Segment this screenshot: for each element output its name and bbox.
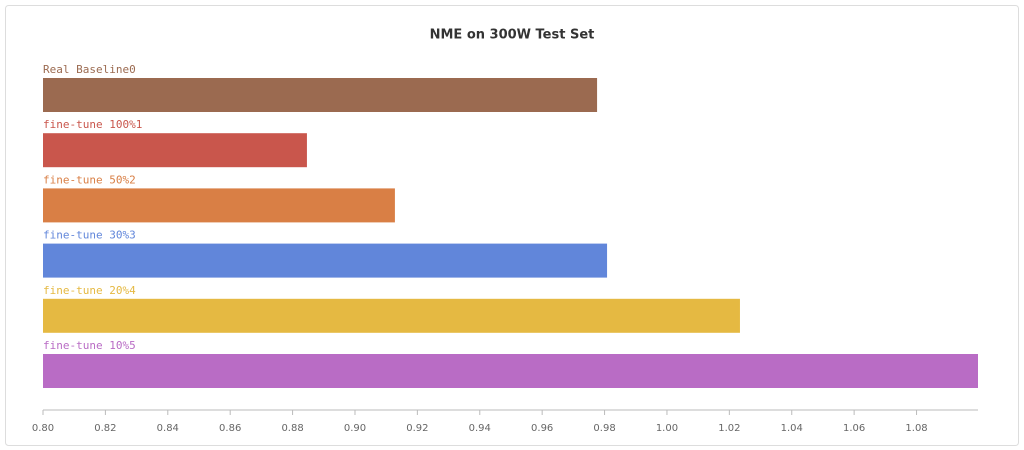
x-tick-label: 1.08 — [905, 423, 927, 434]
bar — [43, 188, 395, 223]
bar — [43, 298, 740, 333]
x-tick-label: 0.94 — [469, 423, 491, 434]
chart-title: NME on 300W Test Set — [430, 28, 595, 43]
bar-label: fine-tune 10%5 — [43, 339, 136, 352]
bar — [43, 133, 307, 168]
bar-label: fine-tune 30%3 — [43, 229, 136, 242]
bar — [43, 78, 598, 112]
x-tick-label: 0.96 — [531, 423, 553, 434]
x-tick-label: 1.04 — [781, 423, 803, 434]
card — [5, 5, 1019, 446]
x-tick-label: 0.98 — [593, 423, 615, 434]
x-tick-label: 0.86 — [219, 423, 241, 434]
bar-label: fine-tune 50%2 — [43, 173, 136, 186]
x-tick-label: 0.82 — [94, 423, 116, 434]
bar-label: fine-tune 20%4 — [43, 284, 136, 297]
x-tick-label: 0.92 — [406, 423, 428, 434]
bar — [43, 354, 978, 388]
bar-label: fine-tune 100%1 — [43, 118, 142, 131]
bar — [43, 243, 608, 278]
x-tick-label: 1.02 — [718, 423, 740, 434]
x-tick-label: 0.80 — [32, 423, 54, 434]
x-tick-label: 0.84 — [157, 423, 179, 434]
bar-label: Real Baseline0 — [43, 63, 136, 76]
x-tick-label: 0.90 — [344, 423, 366, 434]
x-tick-label: 0.88 — [281, 423, 303, 434]
x-tick-label: 1.06 — [843, 423, 865, 434]
x-tick-label: 1.00 — [656, 423, 678, 434]
